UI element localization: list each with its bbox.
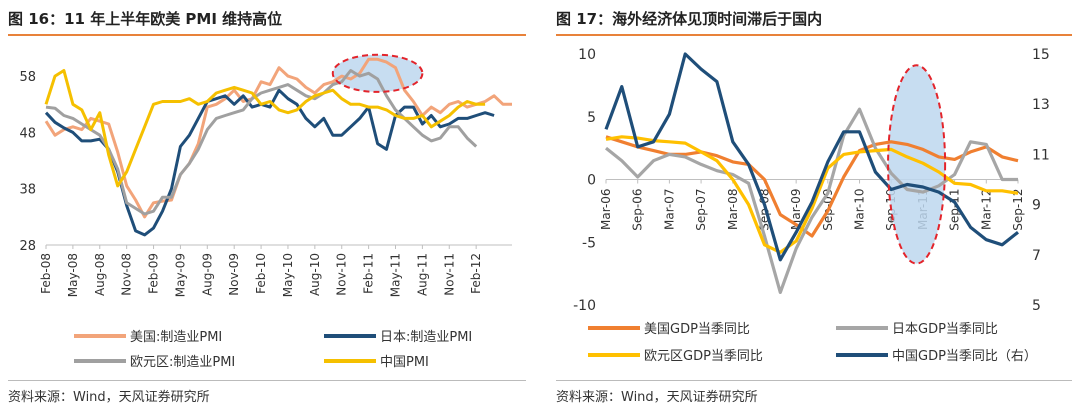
x-tick-label: Feb-12 <box>469 253 483 294</box>
x-tick-label: May-10 <box>281 253 295 297</box>
x-tick-label: Mar-12 <box>979 189 993 230</box>
x-tick-label: Mar-07 <box>662 189 676 230</box>
x-tick-label: Feb-09 <box>147 253 161 294</box>
legend-label: 欧元区:制造业PMI <box>130 355 235 370</box>
y2-tick-label: 15 <box>1032 47 1050 63</box>
series-line-中国pmi <box>44 69 486 188</box>
y-tick-label: 0 <box>587 173 596 189</box>
y-tick-label: -5 <box>582 235 596 251</box>
y2-tick-label: 9 <box>1032 198 1041 214</box>
legend-label: 日本:制造业PMI <box>380 330 472 345</box>
y-tick-label: 5 <box>587 110 596 126</box>
legend-label: 美国:制造业PMI <box>130 330 222 345</box>
x-tick-label: May-08 <box>66 253 80 297</box>
y-tick-label: 38 <box>19 183 36 198</box>
right-chart-panel: 图 17：海外经济体见顶时间滞后于国内 -10 -5 0 5 10 5 7 9 11 13 15 Ma… <box>556 0 1074 413</box>
right-chart-title: 图 17：海外经济体见顶时间滞后于国内 <box>556 10 823 28</box>
right-chart: -10 -5 0 5 10 5 7 9 11 13 15 Mar-06 Sep-06 Mar-07 Sep-… <box>573 47 1050 364</box>
x-tick-label: Mar-06 <box>599 189 613 230</box>
left-chart-title: 图 16：11 年上半年欧美 PMI 维持高位 <box>8 10 283 28</box>
x-tick-label: Sep-07 <box>694 189 708 231</box>
title-divider <box>556 34 1072 36</box>
left-source-note: 资料来源：Wind，天风证券研究所 <box>8 390 210 405</box>
x-tick-label: Aug-11 <box>415 253 429 296</box>
left-chart: 28 38 48 58 Feb-08 May-08 Aug-08 Nov-08 Feb-09 Ma… <box>19 53 512 370</box>
legend-label: 美国GDP当季同比 <box>644 322 750 337</box>
left-chart-panel: 图 16：11 年上半年欧美 PMI 维持高位 28 38 48 58 Feb-08 Ma… <box>8 0 530 413</box>
x-tick-label: Feb-08 <box>39 253 53 294</box>
legend-label: 日本GDP当季同比 <box>892 322 998 337</box>
y2-tick-label: 11 <box>1032 147 1050 163</box>
highlight-ellipse-outline <box>887 64 947 265</box>
right-source-note: 资料来源：Wind，天风证券研究所 <box>556 390 758 405</box>
y-tick-label: 28 <box>19 239 36 254</box>
y-tick-label: 48 <box>19 126 36 141</box>
x-tick-label: Nov-08 <box>120 253 134 296</box>
series-line-欧元区-制造业pmi <box>45 69 478 216</box>
y2-tick-label: 13 <box>1032 97 1050 113</box>
series-line-中国gdp当季同比-右- <box>604 52 1019 262</box>
x-tick-label: Mar-10 <box>853 189 867 230</box>
legend-label: 中国PMI <box>380 355 429 370</box>
x-tick-label: Mar-09 <box>789 189 803 230</box>
y2-tick-label: 7 <box>1032 248 1041 264</box>
x-tick-label: Aug-09 <box>200 253 214 296</box>
series-line-欧元区gdp当季同比 <box>605 135 1019 254</box>
x-tick-label: Nov-11 <box>442 253 456 296</box>
x-tick-label: Nov-09 <box>227 253 241 296</box>
y2-tick-label: 5 <box>1032 298 1041 314</box>
x-tick-label: May-09 <box>173 253 187 297</box>
title-divider <box>8 34 526 36</box>
x-tick-label: Feb-10 <box>254 253 268 294</box>
x-tick-label: Sep-12 <box>1011 189 1025 231</box>
y-tick-label: 58 <box>19 70 36 85</box>
source-divider <box>556 380 1072 381</box>
x-tick-label: Feb-11 <box>362 253 376 294</box>
highlight-ellipse-outline <box>331 53 424 93</box>
x-tick-label: Sep-06 <box>631 189 645 231</box>
x-tick-label: May-11 <box>389 253 403 297</box>
highlight-ellipse-fill <box>888 65 946 264</box>
x-tick-label: Aug-10 <box>308 253 322 296</box>
x-tick-label: Aug-08 <box>93 253 107 296</box>
y-tick-label: 10 <box>578 47 596 63</box>
source-divider <box>8 380 526 381</box>
x-tick-label: Mar-08 <box>726 189 740 230</box>
legend-label: 欧元区GDP当季同比 <box>644 349 763 364</box>
x-tick-label: Nov-10 <box>335 253 349 296</box>
legend-label: 中国GDP当季同比（右） <box>892 349 1037 364</box>
y-tick-label: -10 <box>573 298 596 314</box>
